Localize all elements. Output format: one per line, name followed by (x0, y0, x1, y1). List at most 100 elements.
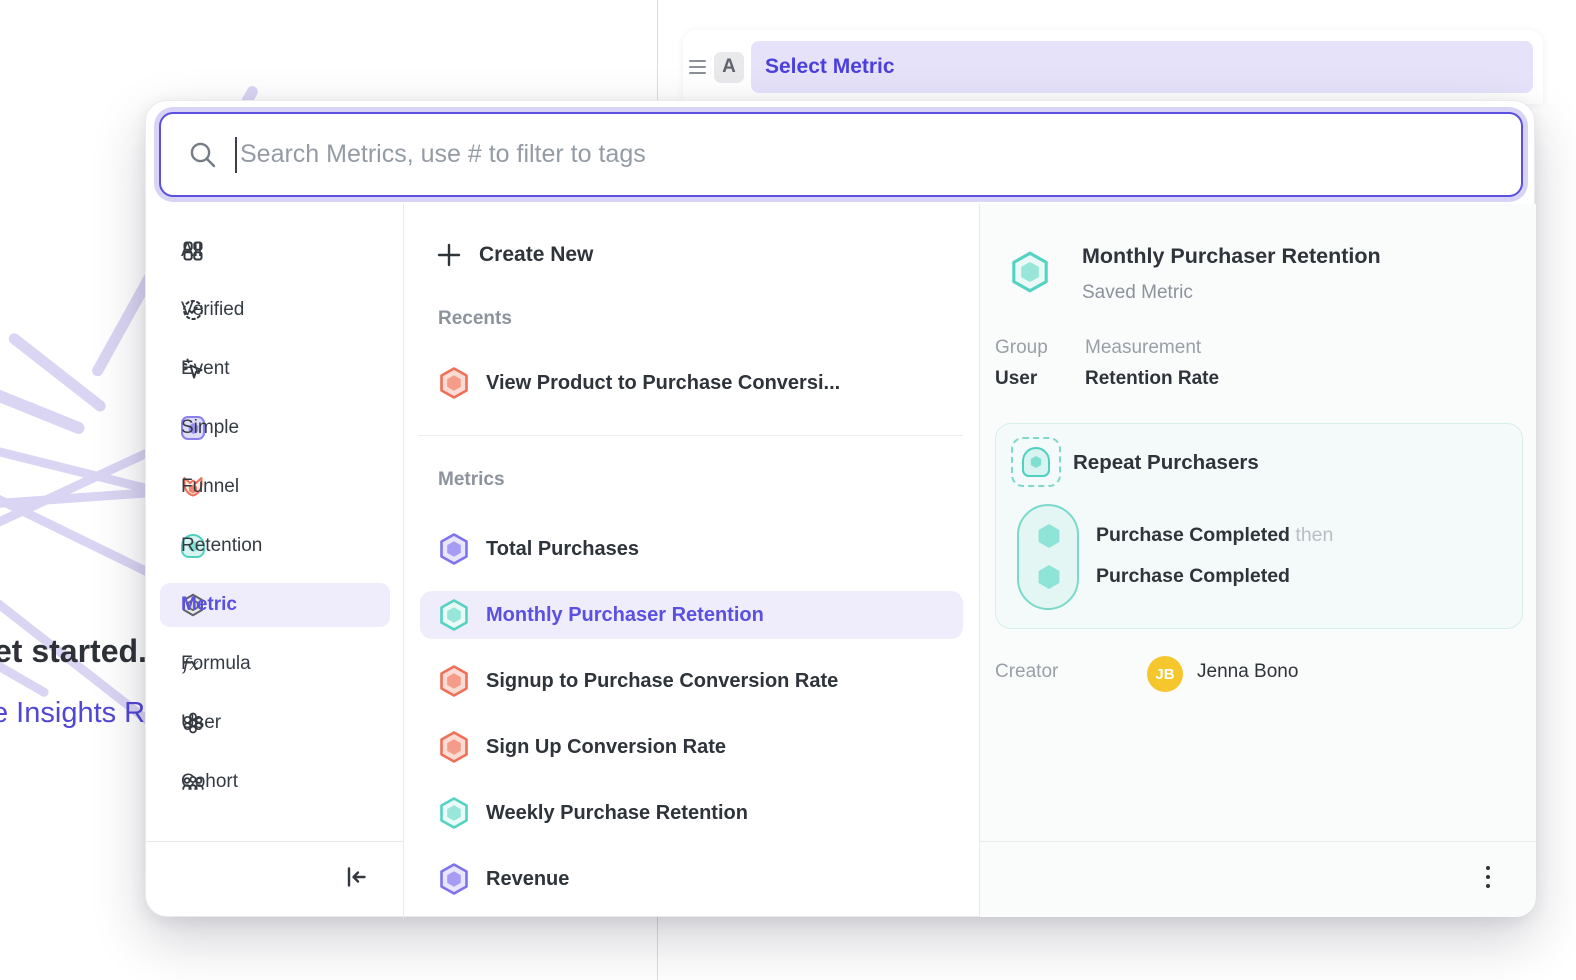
kebab-dot (1485, 883, 1491, 889)
cohort-definition-icon (1011, 437, 1061, 487)
drag-handle-icon[interactable] (689, 59, 706, 75)
sidebar-item-label: Cohort (181, 771, 239, 792)
verified-seal-icon (183, 300, 203, 320)
recents-section-title: Recents (438, 308, 512, 329)
select-metric-label: Select Metric (765, 55, 895, 78)
column-divider (403, 204, 404, 918)
svg-text:fx: fx (181, 655, 199, 675)
property-label-measurement: Measurement (1085, 337, 1202, 358)
sidebar-item-metric[interactable]: Metric (160, 583, 390, 627)
list-item-label: Weekly Purchase Retention (486, 801, 748, 824)
list-item-label: Monthly Purchaser Retention (486, 603, 764, 626)
hexagon-icon-teal (440, 599, 468, 631)
sidebar-item-verified[interactable]: Verified (160, 288, 390, 332)
step-event-name: Purchase Completed (1096, 524, 1290, 546)
property-value-group: User (995, 368, 1038, 389)
metric-item-revenue[interactable]: Revenue (420, 855, 963, 903)
sidebar-item-event[interactable]: Event (160, 347, 390, 391)
grid-icon (183, 241, 203, 261)
list-item-label: Signup to Purchase Conversion Rate (486, 669, 839, 692)
search-box[interactable] (159, 112, 1523, 197)
footer-divider (146, 841, 403, 842)
sidebar-item-label: Simple (181, 417, 240, 438)
metrics-section-title: Metrics (438, 469, 505, 490)
list-item-label: Sign Up Conversion Rate (486, 735, 727, 758)
metric-item-total-purchases[interactable]: Total Purchases (420, 525, 963, 573)
detail-title: Monthly Purchaser Retention (1082, 244, 1381, 268)
collapse-sidebar-button[interactable] (340, 861, 372, 893)
create-new-button[interactable]: Create New (436, 233, 593, 277)
hexagon-icon-purple (440, 533, 468, 565)
sidebar-item-cohort[interactable]: Cohort (160, 760, 390, 804)
metric-item-signup-to-purchase-conversion-rate[interactable]: Signup to Purchase Conversion Rate (420, 657, 963, 705)
sidebar-item-label: Verified (181, 299, 245, 320)
formula-fx-icon: fx (181, 655, 199, 675)
background-report-link[interactable]: e Insights Re (0, 697, 162, 729)
hexagon-icon-teal (440, 797, 468, 829)
definition-title: Repeat Purchasers (1073, 451, 1259, 474)
hexagon-icon-coral (440, 731, 468, 763)
sidebar-item-retention[interactable]: Retention (160, 524, 390, 568)
create-new-label: Create New (479, 243, 594, 266)
sidebar-item-label: Event (181, 358, 230, 379)
funnel-icon (183, 477, 203, 497)
recent-item-view-product-to-purchase[interactable]: View Product to Purchase Conversi... (420, 359, 963, 407)
list-item-label: Revenue (486, 867, 570, 890)
event-hexagon-icon (1038, 565, 1060, 589)
metric-item-weekly-purchase-retention[interactable]: Weekly Purchase Retention (420, 789, 963, 837)
sidebar-item-label: Formula (181, 653, 251, 674)
collapse-left-icon (347, 867, 366, 887)
step-connector: then (1295, 524, 1334, 546)
hexagon-icon-coral (440, 665, 468, 697)
metric-item-monthly-purchaser-retention[interactable]: Monthly Purchaser Retention (420, 591, 963, 639)
sidebar-item-label: Metric (181, 594, 237, 615)
detail-subtitle: Saved Metric (1082, 282, 1193, 303)
metric-definition-card: Repeat Purchasers Purchase Completed the… (995, 423, 1523, 629)
query-builder-row: A Select Metric (683, 30, 1543, 104)
definition-step-1: Purchase Completed then (1096, 524, 1333, 547)
list-item-label: View Product to Purchase Conversi... (486, 371, 841, 394)
plus-icon (437, 243, 461, 267)
creator-label: Creator (995, 661, 1059, 682)
saved-metric-type-icon (1012, 251, 1048, 293)
simple-block-icon (181, 416, 205, 440)
sidebar-item-all[interactable]: All (160, 229, 390, 273)
property-label-group: Group (995, 337, 1048, 358)
background-heading-fragment: et started. (0, 633, 147, 669)
sidebar-item-label: All (181, 240, 203, 261)
sidebar-item-label: Funnel (181, 476, 240, 497)
sidebar-item-user[interactable]: User (160, 701, 390, 745)
sidebar-item-label: Retention (181, 535, 263, 556)
text-cursor (235, 136, 237, 173)
kebab-dot (1485, 874, 1491, 880)
section-divider (418, 435, 963, 436)
metric-hexagon-icon (183, 593, 203, 617)
search-icon (190, 142, 216, 167)
metric-item-sign-up-conversion-rate[interactable]: Sign Up Conversion Rate (420, 723, 963, 771)
creator-avatar: JB (1147, 656, 1183, 692)
list-item-label: Total Purchases (486, 537, 640, 560)
category-sidebar: All Verified Event Simple (160, 229, 390, 804)
sidebar-item-label: User (181, 712, 222, 733)
sidebar-item-simple[interactable]: Simple (160, 406, 390, 450)
event-hexagon-icon (1038, 524, 1060, 548)
row-label-badge: A (714, 51, 744, 83)
sidebar-item-funnel[interactable]: Funnel (160, 465, 390, 509)
hexagon-icon-purple (440, 863, 468, 895)
cohort-people-icon (182, 776, 204, 790)
sidebar-item-formula[interactable]: fx Formula (160, 642, 390, 686)
select-metric-field[interactable]: Select Metric (751, 41, 1533, 93)
property-value-measurement: Retention Rate (1085, 368, 1220, 389)
user-cluster-icon (183, 712, 203, 734)
more-options-button[interactable] (1476, 857, 1500, 897)
search-input[interactable] (240, 140, 1501, 169)
step-event-name: Purchase Completed (1096, 565, 1290, 587)
hexagon-icon-coral (440, 367, 468, 399)
kebab-dot (1485, 865, 1491, 871)
definition-step-2: Purchase Completed (1096, 565, 1290, 588)
footer-divider (979, 841, 1536, 842)
metric-picker-modal: All Verified Event Simple (145, 100, 1536, 918)
event-sequence-capsule (1017, 504, 1079, 610)
creator-name: Jenna Bono (1197, 661, 1299, 682)
cursor-sparkle-icon (182, 358, 203, 379)
